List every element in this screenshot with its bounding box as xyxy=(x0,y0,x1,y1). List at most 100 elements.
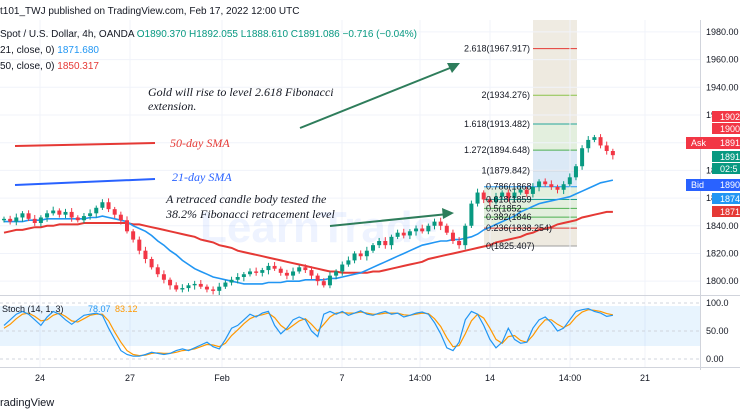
stoch-grid xyxy=(0,302,700,360)
candle-body-35 xyxy=(217,286,222,291)
time-tick-7: 21 xyxy=(640,373,650,383)
fib-label-6: 0.618(1859 xyxy=(486,194,532,204)
fib-label-8: 0.382(1846 xyxy=(486,212,532,222)
arrow-to-retracement-head xyxy=(442,208,454,219)
arrow-to-retracement xyxy=(329,213,449,227)
ask-label: Ask xyxy=(691,138,707,148)
candle-body-43 xyxy=(266,265,271,271)
price-tick-9: 1980.00 xyxy=(706,27,739,37)
candle-body-50 xyxy=(309,270,314,276)
candle-body-3 xyxy=(20,213,25,218)
candle-body-30 xyxy=(186,285,191,289)
fib-zone-8 xyxy=(484,217,577,229)
ohlc-low: L1888.610 xyxy=(240,29,289,40)
time-tick-4: 14:00 xyxy=(409,373,432,383)
fib-label-2: 1.618(1913.482) xyxy=(464,119,530,129)
candle-body-21 xyxy=(131,231,136,240)
time-tick-5: 14 xyxy=(485,373,495,383)
stoch-d-value: 83.12 xyxy=(115,304,138,314)
candle-body-20 xyxy=(125,220,129,232)
candle-body-96 xyxy=(592,137,597,140)
stoch-tick-0: 0.00 xyxy=(706,354,724,364)
candle-body-31 xyxy=(192,283,197,286)
candle-body-19 xyxy=(118,214,123,221)
main-pane-bg xyxy=(0,0,700,295)
stoch-tick-1: 50.00 xyxy=(706,326,729,336)
candle-body-45 xyxy=(278,268,283,273)
ohlc-high: H1892.055 xyxy=(189,29,238,40)
stoch-title: Stoch (14, 1, 3) xyxy=(2,304,64,314)
candle-body-49 xyxy=(303,267,308,271)
candle-body-37 xyxy=(229,279,234,283)
candle-body-92 xyxy=(567,177,572,185)
ma21-legend[interactable]: 21, close, 0) 1871.680 xyxy=(0,45,99,56)
stoch-k-line xyxy=(3,307,614,357)
candle-body-26 xyxy=(161,274,166,280)
grid xyxy=(0,20,700,367)
sma21-marker xyxy=(14,178,156,186)
gold-note-line1: Gold will rise to level 2.618 Fibonacci xyxy=(148,85,334,99)
candle-body-59 xyxy=(364,250,369,257)
candle-body-93 xyxy=(573,166,578,178)
candle-body-11 xyxy=(69,211,74,218)
ma50-legend[interactable]: 50, close, 0) 1850.317 xyxy=(0,61,99,72)
candle-body-32 xyxy=(198,283,203,287)
price-tag-bid: 1890 xyxy=(720,180,740,190)
price-tag-sma21: 1874 xyxy=(720,194,740,204)
candle-body-91 xyxy=(561,184,566,190)
candle-body-29 xyxy=(180,288,185,290)
candle-body-10 xyxy=(63,211,68,215)
retrace-note-line2: 38.2% Fibonacci retracement level xyxy=(165,207,335,221)
candle-body-2 xyxy=(14,217,19,222)
candle-body-71 xyxy=(438,221,443,226)
candle-body-12 xyxy=(75,217,80,221)
candle-body-16 xyxy=(100,202,105,208)
candle-body-5 xyxy=(32,218,37,223)
candle-body-44 xyxy=(272,265,277,269)
fib-zone-7 xyxy=(484,208,577,218)
candles[interactable] xyxy=(2,134,615,296)
price-tick-8: 1960.00 xyxy=(706,55,739,65)
candle-body-58 xyxy=(358,253,363,257)
time-tick-6: 14:00 xyxy=(559,373,582,383)
watermark: LearnTrade xyxy=(200,203,437,252)
time-tick-1: 27 xyxy=(125,373,135,383)
candle-body-8 xyxy=(51,210,56,214)
stoch-tick-2: 100.0 xyxy=(706,298,729,308)
price-tag-sma50: 1871 xyxy=(720,207,740,217)
candle-body-34 xyxy=(211,289,216,291)
time-axis[interactable]: 24 27 Feb 7 14:00 14 14:00 21 xyxy=(35,373,650,383)
tradingview-brand[interactable]: radingView xyxy=(0,397,55,409)
ma50-legend-value: 1850.317 xyxy=(57,61,99,72)
time-tick-2: Feb xyxy=(214,373,230,383)
candle-body-51 xyxy=(315,275,320,282)
candle-body-72 xyxy=(444,225,449,233)
candle-body-82 xyxy=(506,192,511,199)
candle-body-38 xyxy=(235,277,240,280)
candle-body-6 xyxy=(38,217,43,223)
symbol-ohlc-line: Spot / U.S. Dollar, 4h, OANDA O1890.370 … xyxy=(0,29,417,40)
candle-body-22 xyxy=(137,239,142,251)
sma21-label: 21-day SMA xyxy=(172,170,232,184)
candle-body-25 xyxy=(155,267,160,275)
candle-body-86 xyxy=(530,187,535,194)
candle-body-85 xyxy=(524,189,529,194)
candle-body-68 xyxy=(420,228,425,232)
bid-label: Bid xyxy=(691,180,704,190)
candle-body-94 xyxy=(580,148,585,167)
sma50-marker xyxy=(14,142,156,147)
symbol-name[interactable]: Spot / U.S. Dollar, 4h, OANDA xyxy=(0,29,134,40)
candle-body-4 xyxy=(26,213,31,219)
countdown-tag: 02:5 xyxy=(720,164,738,174)
fib-zone-9 xyxy=(484,228,577,246)
candle-body-99 xyxy=(610,151,615,156)
candle-body-61 xyxy=(377,241,382,246)
candle-body-80 xyxy=(494,196,498,203)
ohlc-close: C1891.086 xyxy=(290,29,340,40)
arrow-to-extension-head xyxy=(447,63,460,73)
candle-body-46 xyxy=(284,272,289,276)
ma21-legend-value: 1871.680 xyxy=(57,45,99,56)
fib-label-5: 0.786(1868 xyxy=(486,182,532,192)
candle-body-83 xyxy=(512,192,517,199)
